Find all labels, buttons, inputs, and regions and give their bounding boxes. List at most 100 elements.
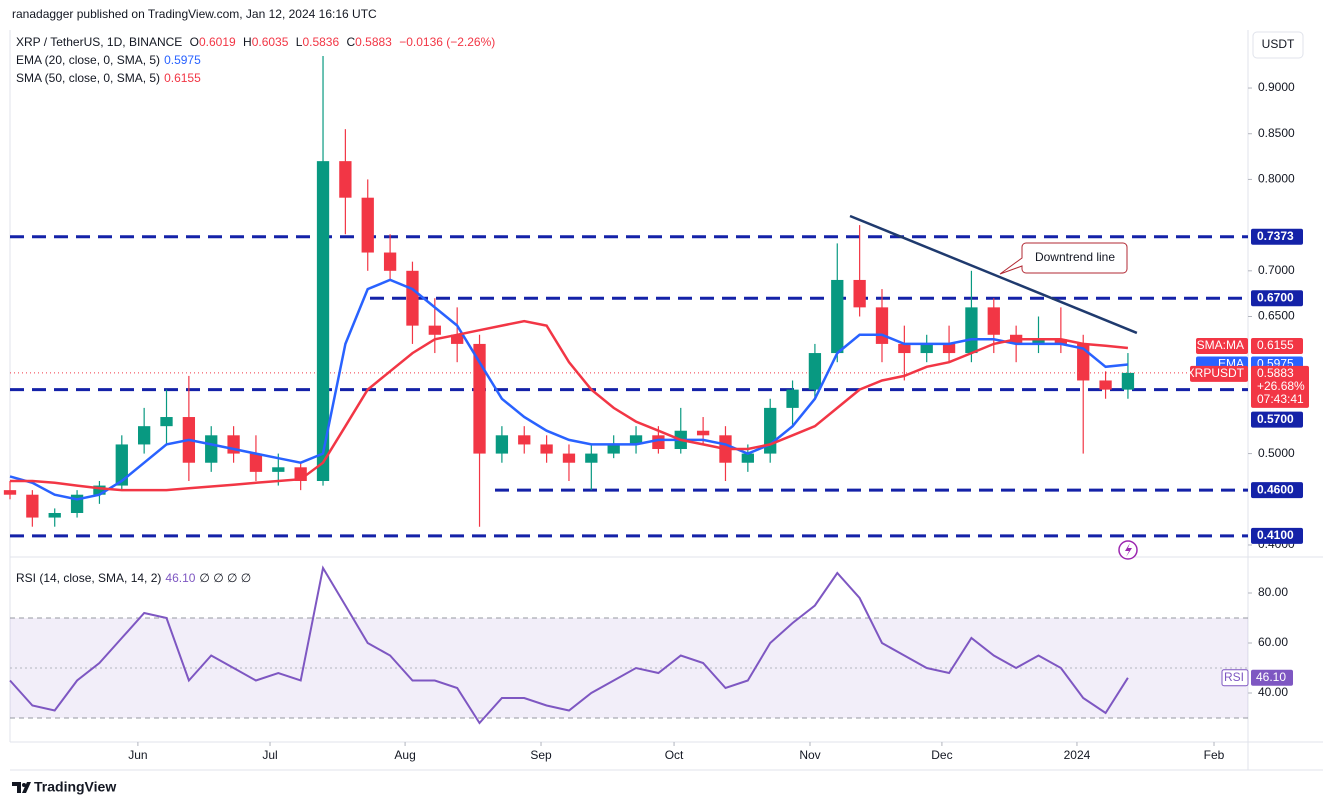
candle-body <box>741 453 754 463</box>
candle-body <box>786 389 799 408</box>
quote-label: L <box>295 35 303 49</box>
level-label: 0.4100 <box>1257 528 1294 542</box>
x-tick-label: Aug <box>394 748 415 762</box>
candle-body <box>26 494 39 518</box>
brand: TradingView <box>34 779 116 795</box>
quote-label: H <box>243 35 252 49</box>
ema-legend: EMA (20, close, 0, SMA, 5) 0.5975 <box>16 53 205 67</box>
candle-body <box>115 444 128 486</box>
rsi-legend: RSI (14, close, SMA, 14, 2) 46.10 ∅ ∅ ∅ ∅ <box>16 571 255 585</box>
candle-body <box>585 453 598 463</box>
ma-line <box>9 278 1129 501</box>
candle-body <box>93 485 106 495</box>
level-label-box <box>1251 228 1303 245</box>
tag-value: 0.5883 <box>1257 366 1294 380</box>
candle-body <box>160 417 173 427</box>
candle-body <box>898 343 911 354</box>
x-tick-label: Oct <box>665 748 684 762</box>
candle-body <box>272 467 285 472</box>
candle-body <box>808 353 822 390</box>
y-tick-label: 0.9000 <box>1258 80 1295 94</box>
tag-value-box <box>1251 365 1309 408</box>
trend-line <box>849 214 1138 335</box>
candle-body <box>339 161 352 198</box>
logo-mark <box>22 782 31 793</box>
candle-body <box>987 307 1000 335</box>
tag-name: SMA:MA <box>1197 338 1244 352</box>
tag-name: XRPUSDT <box>1187 366 1245 380</box>
candle-body <box>853 279 866 308</box>
candle-body <box>1054 339 1068 344</box>
level-label-box <box>1251 482 1303 499</box>
symbol-legend: XRP / TetherUS, 1D, BINANCE O0.6019 H0.6… <box>16 35 499 49</box>
callout <box>999 242 1128 275</box>
candle-body <box>1121 372 1135 390</box>
event-bolt <box>1125 543 1132 557</box>
publisher: ranadagger published on TradingView.com,… <box>12 7 377 21</box>
candle-body <box>3 490 17 495</box>
y-tick-label: 60.00 <box>1258 635 1288 649</box>
level-label-box <box>1251 290 1303 307</box>
y-tick-label: 0.8000 <box>1258 172 1295 186</box>
candle-body <box>965 307 978 354</box>
candle-body <box>383 252 397 271</box>
x-tick-label: 2024 <box>1064 748 1091 762</box>
y-tick-label: 0.7000 <box>1258 263 1295 277</box>
quote-value: 0.5883 <box>355 35 392 49</box>
ema-name: EMA (20, close, 0, SMA, 5) <box>16 53 161 67</box>
candle-body <box>920 343 933 354</box>
tag-value: 46.10 <box>1256 670 1286 684</box>
quote-value: 0.6035 <box>251 35 289 49</box>
rsi-name: RSI (14, close, SMA, 14, 2) <box>16 571 162 585</box>
candle-body <box>205 435 218 463</box>
symbol: XRP / TetherUS, 1D, BINANCE <box>16 35 183 49</box>
tag-name: RSI <box>1224 670 1244 684</box>
candle-body <box>428 325 441 335</box>
candle-body <box>451 334 464 344</box>
candle-body <box>540 444 553 454</box>
candle-body <box>249 453 263 472</box>
candle-body <box>696 430 710 436</box>
levels <box>10 235 1248 538</box>
x-tick-label: Sep <box>530 748 552 762</box>
currency-button[interactable] <box>1252 31 1304 59</box>
rsi-line <box>9 565 1129 725</box>
tag-value-box <box>1251 338 1303 355</box>
candle-body <box>473 343 486 454</box>
candle-body <box>495 435 509 454</box>
level-label: 0.5700 <box>1257 412 1294 426</box>
level-label-box <box>1251 527 1303 544</box>
quote-value: 0.6019 <box>198 35 236 49</box>
x-tick-label: Dec <box>931 748 952 762</box>
tag-box <box>1221 669 1249 687</box>
quote-label: C <box>346 35 356 49</box>
callout-text: Downtrend line <box>1035 250 1115 264</box>
candle-body <box>629 435 643 445</box>
candle-body <box>518 435 531 445</box>
candle-body <box>138 426 151 445</box>
level-label-box <box>1251 411 1303 428</box>
candle-body <box>1032 339 1045 344</box>
candle-body <box>406 270 419 326</box>
tag-box <box>1190 365 1248 382</box>
logo-dot <box>22 783 26 787</box>
logo-mark <box>12 782 21 793</box>
sma-name: SMA (50, close, 0, SMA, 5) <box>16 71 161 85</box>
y-tick-label: 40.00 <box>1258 685 1288 699</box>
tag-change: +26.68% <box>1257 379 1305 393</box>
y-tick-label: 0.5000 <box>1258 446 1295 460</box>
x-tick-label: Nov <box>799 748 820 762</box>
candle-body <box>361 197 374 253</box>
candle-body <box>562 453 576 463</box>
x-tick-label: Jun <box>128 748 147 762</box>
logo <box>12 782 31 793</box>
change: −0.0136 (−2.26%) <box>399 35 496 49</box>
level-label: 0.4600 <box>1257 482 1294 496</box>
candle-body <box>48 512 61 518</box>
y-tick-label: 0.8500 <box>1258 126 1295 140</box>
candle-body <box>1099 380 1112 390</box>
y-tick-label: 0.6500 <box>1258 309 1295 323</box>
sma-value: 0.6155 <box>164 71 201 85</box>
currency[interactable]: USDT <box>1262 37 1295 51</box>
